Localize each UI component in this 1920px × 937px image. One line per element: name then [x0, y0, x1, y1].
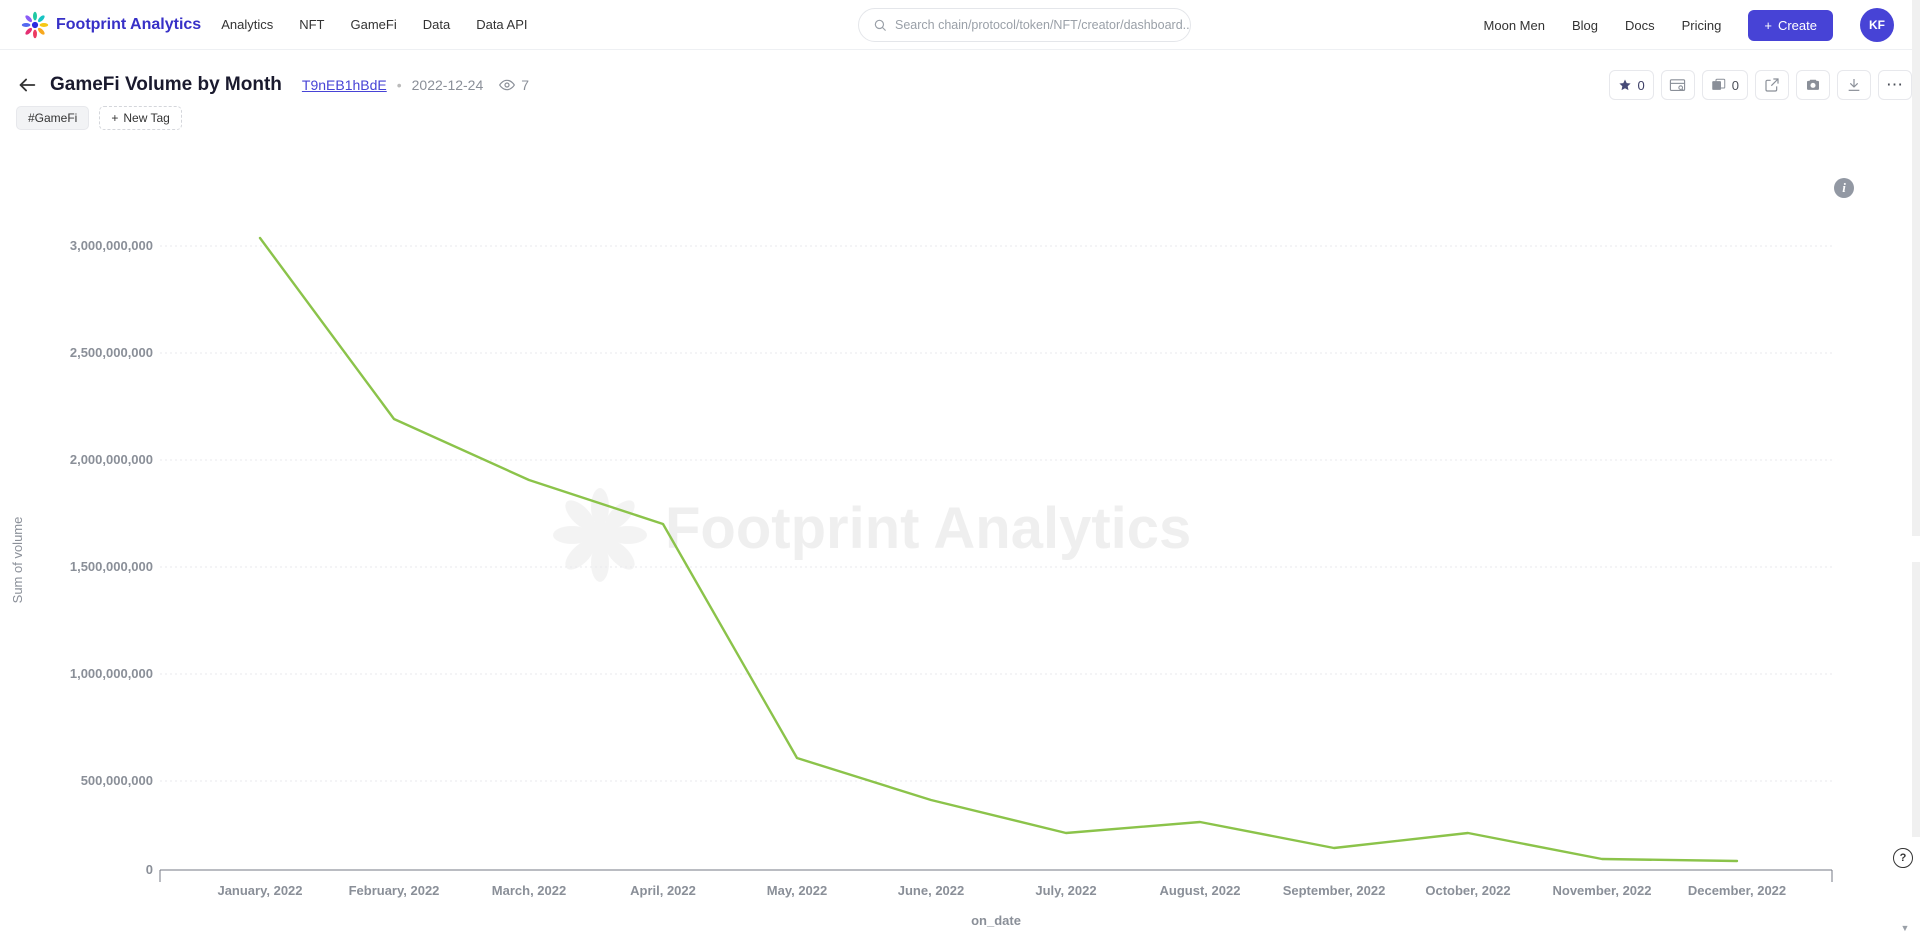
svg-text:December, 2022: December, 2022: [1688, 883, 1786, 898]
svg-text:October, 2022: October, 2022: [1425, 883, 1510, 898]
svg-text:June, 2022: June, 2022: [898, 883, 965, 898]
svg-text:August, 2022: August, 2022: [1160, 883, 1241, 898]
svg-text:April, 2022: April, 2022: [630, 883, 696, 898]
svg-text:2,000,000,000: 2,000,000,000: [70, 452, 153, 467]
svg-text:3,000,000,000: 3,000,000,000: [70, 238, 153, 253]
svg-text:0: 0: [146, 862, 153, 877]
svg-text:2,500,000,000: 2,500,000,000: [70, 345, 153, 360]
svg-text:500,000,000: 500,000,000: [81, 773, 153, 788]
svg-text:1,000,000,000: 1,000,000,000: [70, 666, 153, 681]
svg-text:July, 2022: July, 2022: [1035, 883, 1096, 898]
svg-text:January, 2022: January, 2022: [217, 883, 302, 898]
svg-text:September, 2022: September, 2022: [1283, 883, 1386, 898]
svg-text:May, 2022: May, 2022: [767, 883, 827, 898]
svg-text:on_date: on_date: [971, 913, 1021, 928]
svg-text:November, 2022: November, 2022: [1552, 883, 1651, 898]
svg-text:March, 2022: March, 2022: [492, 883, 566, 898]
svg-text:1,500,000,000: 1,500,000,000: [70, 559, 153, 574]
svg-text:February, 2022: February, 2022: [349, 883, 440, 898]
svg-text:Sum of volume: Sum of volume: [10, 517, 25, 604]
